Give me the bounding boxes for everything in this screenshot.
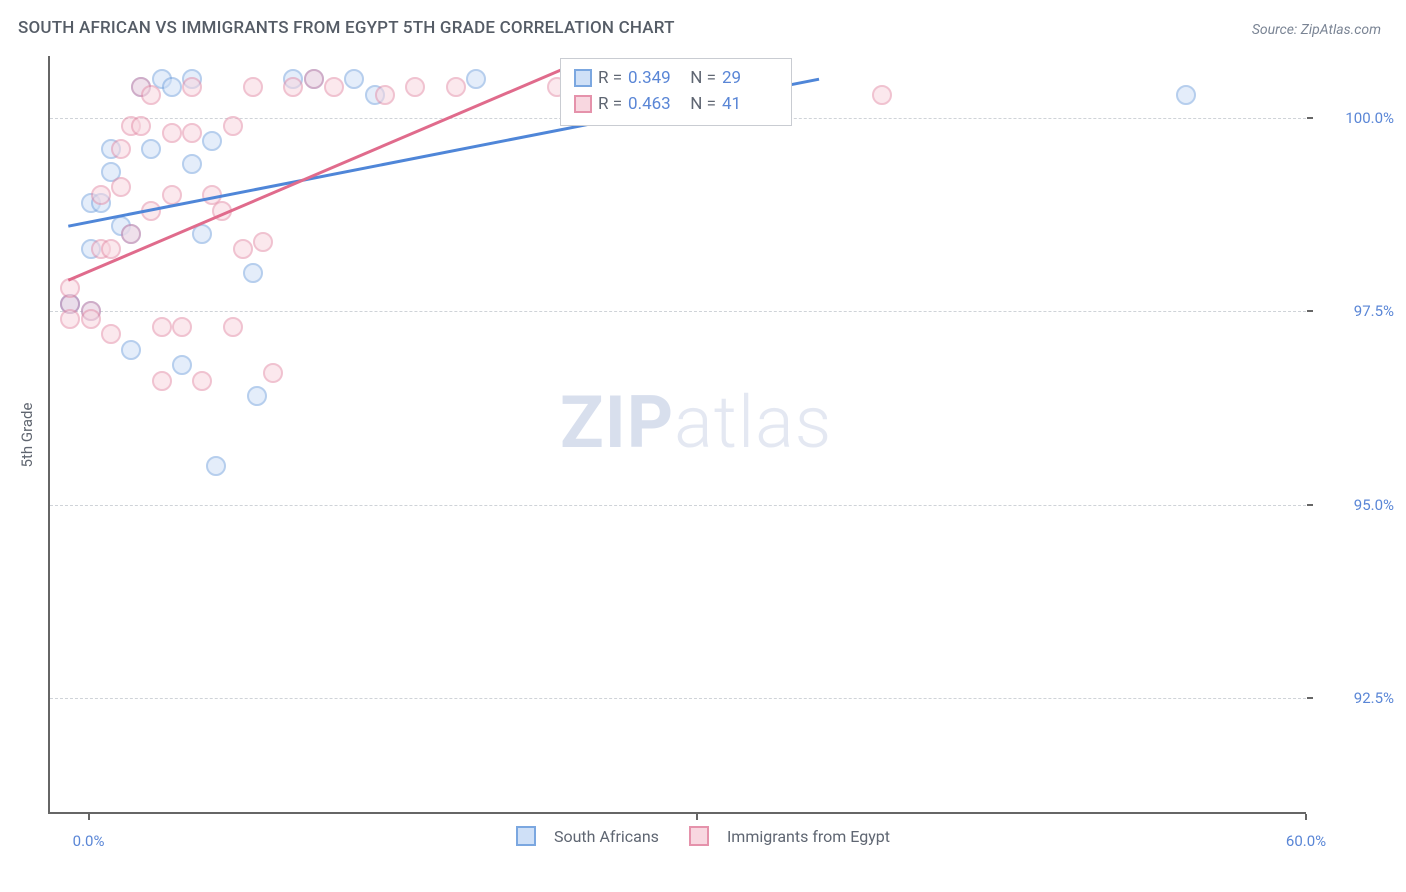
y-tick-label: 95.0% xyxy=(1314,496,1394,514)
data-point xyxy=(182,154,202,174)
data-point xyxy=(141,139,161,159)
data-point xyxy=(202,131,222,151)
data-point xyxy=(304,69,324,89)
swatch-egypt xyxy=(574,95,592,113)
data-point xyxy=(466,69,486,89)
n-label: N = xyxy=(686,94,716,114)
data-point xyxy=(446,77,466,97)
chart-title: SOUTH AFRICAN VS IMMIGRANTS FROM EGYPT 5… xyxy=(18,18,675,38)
data-point xyxy=(233,239,253,259)
data-point xyxy=(152,371,172,391)
data-point xyxy=(162,185,182,205)
n-label: N = xyxy=(686,68,716,88)
data-point xyxy=(101,324,121,344)
data-point xyxy=(212,201,232,221)
data-point xyxy=(243,77,263,97)
data-point xyxy=(141,201,161,221)
data-point xyxy=(223,116,243,136)
stats-row-1: R = 0.463 N = 41 xyxy=(571,91,777,117)
data-point xyxy=(172,317,192,337)
data-point xyxy=(206,456,226,476)
data-point xyxy=(111,177,131,197)
data-point xyxy=(243,263,263,283)
stats-legend: R = 0.349 N = 29 R = 0.463 N = 41 xyxy=(560,58,792,126)
data-point xyxy=(81,309,101,329)
x-tick-label: 60.0% xyxy=(1286,832,1326,850)
data-point xyxy=(405,77,425,97)
r-val-0: 0.349 xyxy=(628,68,680,88)
source-prefix: Source: xyxy=(1252,22,1301,38)
source-name: ZipAtlas.com xyxy=(1301,22,1381,38)
data-point xyxy=(162,77,182,97)
data-point xyxy=(182,77,202,97)
data-point xyxy=(344,69,364,89)
bottom-legend: South Africans Immigrants from Egypt xyxy=(0,826,1406,846)
y-tick-label: 97.5% xyxy=(1314,302,1394,320)
plot-area xyxy=(48,56,1306,814)
data-point xyxy=(101,239,121,259)
data-point xyxy=(283,77,303,97)
y-tick-label: 100.0% xyxy=(1314,109,1394,127)
data-point xyxy=(182,123,202,143)
n-val-0: 29 xyxy=(722,68,774,88)
data-point xyxy=(872,85,892,105)
legend-label-1: Immigrants from Egypt xyxy=(727,827,890,846)
n-val-1: 41 xyxy=(722,94,774,114)
source-credit: Source: ZipAtlas.com xyxy=(1252,22,1381,38)
data-point xyxy=(60,278,80,298)
data-point xyxy=(223,317,243,337)
data-point xyxy=(121,224,141,244)
data-point xyxy=(131,116,151,136)
r-val-1: 0.463 xyxy=(628,94,680,114)
legend-item-egypt: Immigrants from Egypt xyxy=(689,826,890,846)
data-point xyxy=(375,85,395,105)
r-label: R = xyxy=(598,94,622,114)
swatch-egypt xyxy=(689,826,709,846)
y-tick-label: 92.5% xyxy=(1314,689,1394,707)
data-point xyxy=(162,123,182,143)
x-tick-label: 0.0% xyxy=(73,832,105,850)
data-point xyxy=(111,139,131,159)
data-point xyxy=(121,340,141,360)
data-point xyxy=(91,185,111,205)
r-label: R = xyxy=(598,68,622,88)
swatch-south-africans xyxy=(516,826,536,846)
data-point xyxy=(263,363,283,383)
data-point xyxy=(247,386,267,406)
data-point xyxy=(192,371,212,391)
data-point xyxy=(192,224,212,244)
data-point xyxy=(60,309,80,329)
legend-item-south-africans: South Africans xyxy=(516,826,659,846)
y-axis-label: 5th Grade xyxy=(18,403,36,468)
legend-label-0: South Africans xyxy=(554,827,659,846)
data-point xyxy=(253,232,273,252)
swatch-south-africans xyxy=(574,69,592,87)
data-point xyxy=(324,77,344,97)
data-point xyxy=(141,85,161,105)
data-point xyxy=(1176,85,1196,105)
stats-row-0: R = 0.349 N = 29 xyxy=(571,65,777,91)
data-point xyxy=(172,355,192,375)
data-point xyxy=(152,317,172,337)
